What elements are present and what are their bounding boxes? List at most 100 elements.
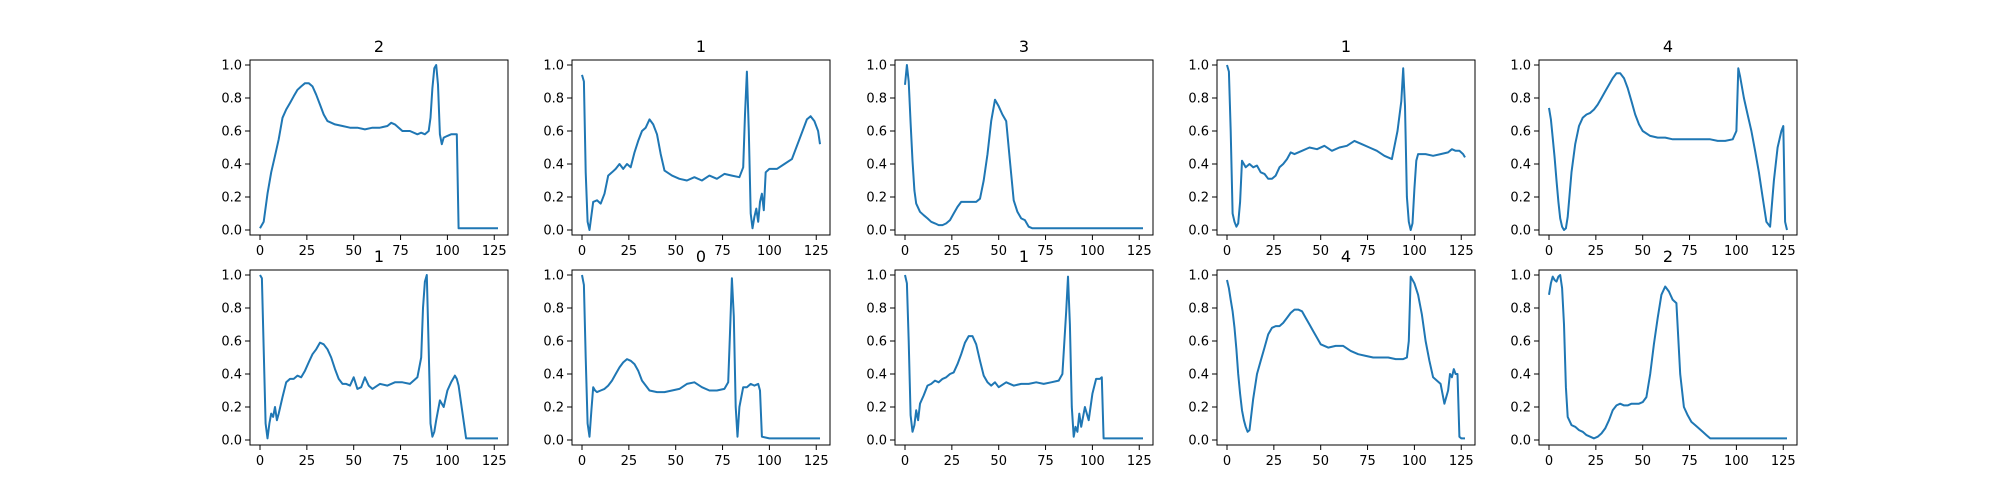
- subplot-8: 1 0 25 50 75 100 125 0.0 0.2 0.4 0.6 0.8 1.0: [866, 247, 1154, 469]
- x-tick-label: 75: [1681, 244, 1698, 259]
- y-tick-label: 0.2: [1188, 191, 1209, 206]
- axes-frame: [249, 269, 509, 446]
- y-tick-label: 0.2: [866, 401, 887, 416]
- x-tick-label: 25: [299, 244, 316, 259]
- y-tick-label: 1.0: [543, 59, 564, 74]
- x-tick-label: 25: [944, 244, 961, 259]
- x-tick-label: 125: [1449, 244, 1474, 259]
- y-tick-label: 0.4: [1510, 158, 1531, 173]
- series-line: [1548, 67, 1788, 231]
- subplot-7: 0 0 25 50 75 100 125 0.0 0.2 0.4 0.6 0.8 1.0: [543, 247, 831, 469]
- y-tick-label: 0.2: [1510, 191, 1531, 206]
- y-tick-label: 0.8: [1510, 302, 1531, 317]
- x-tick-label: 25: [1588, 244, 1605, 259]
- x-tick-label: 0: [901, 454, 909, 469]
- series-line: [1548, 274, 1787, 440]
- y-tick-label: 1.0: [1510, 269, 1531, 284]
- y-tick-label: 0.0: [543, 434, 564, 449]
- x-tick-label: 50: [1312, 244, 1329, 259]
- y-tick-label: 0.6: [221, 125, 242, 140]
- series-line: [1226, 275, 1465, 440]
- x-tick-label: 50: [990, 454, 1007, 469]
- subplot-3: 3 0 25 50 75 100 125 0.0 0.2 0.4 0.6 0.8 1.0: [866, 37, 1154, 259]
- y-tick-label: 0.0: [1510, 224, 1531, 239]
- y-tick-label: 0.8: [1510, 92, 1531, 107]
- y-tick-label: 0.2: [221, 401, 242, 416]
- x-tick-label: 0: [1223, 454, 1231, 469]
- y-tick-label: 0.6: [866, 335, 887, 350]
- y-tick-label: 0.6: [1188, 335, 1209, 350]
- x-tick-label: 0: [256, 454, 264, 469]
- y-tick-label: 0.4: [543, 368, 564, 383]
- subplot-title: 4: [1663, 37, 1673, 56]
- y-tick-label: 0.6: [1510, 335, 1531, 350]
- y-tick-label: 0.4: [543, 158, 564, 173]
- y-tick-label: 0.4: [866, 158, 887, 173]
- axes-frame: [894, 59, 1154, 236]
- y-tick-label: 0.6: [1188, 125, 1209, 140]
- x-tick-label: 50: [990, 244, 1007, 259]
- subplot-title: 1: [696, 37, 706, 56]
- y-tick-label: 0.8: [221, 302, 242, 317]
- subplot-title: 2: [1663, 247, 1673, 266]
- y-tick-label: 0.4: [221, 368, 242, 383]
- subplot-title: 1: [374, 247, 384, 266]
- x-tick-label: 100: [757, 454, 782, 469]
- y-tick-label: 0.0: [543, 224, 564, 239]
- axes-frame: [1538, 269, 1798, 446]
- x-tick-label: 75: [1359, 454, 1376, 469]
- y-tick-label: 0.0: [866, 434, 887, 449]
- x-tick-label: 75: [1037, 244, 1054, 259]
- y-tick-label: 0.2: [866, 191, 887, 206]
- x-tick-label: 0: [1223, 244, 1231, 259]
- y-tick-label: 0.0: [1188, 434, 1209, 449]
- x-tick-label: 125: [482, 244, 507, 259]
- y-tick-label: 1.0: [221, 59, 242, 74]
- series-line: [581, 70, 821, 231]
- x-tick-label: 25: [944, 454, 961, 469]
- y-tick-label: 0.8: [866, 92, 887, 107]
- series-line: [904, 64, 1143, 230]
- x-tick-label: 75: [1359, 244, 1376, 259]
- x-tick-label: 25: [299, 454, 316, 469]
- x-tick-label: 50: [1312, 454, 1329, 469]
- y-tick-label: 0.4: [1188, 158, 1209, 173]
- axes-frame: [894, 269, 1154, 446]
- series-line: [1226, 64, 1466, 231]
- x-tick-label: 125: [1449, 454, 1474, 469]
- y-tick-label: 0.2: [543, 401, 564, 416]
- x-tick-label: 100: [1402, 454, 1427, 469]
- x-tick-label: 25: [621, 244, 638, 259]
- x-tick-label: 75: [714, 244, 731, 259]
- x-tick-label: 50: [667, 454, 684, 469]
- y-tick-label: 0.0: [866, 224, 887, 239]
- x-tick-label: 125: [1771, 244, 1796, 259]
- subplot-1: 2 0 25 50 75 100 125 0.0 0.2 0.4 0.6 0.8 1.0: [221, 37, 509, 259]
- subplot-title: 3: [1019, 37, 1029, 56]
- x-tick-label: 100: [1724, 454, 1749, 469]
- x-tick-label: 0: [1545, 244, 1553, 259]
- y-tick-label: 0.0: [221, 434, 242, 449]
- series-line: [259, 274, 498, 440]
- x-tick-label: 100: [435, 244, 460, 259]
- x-tick-label: 25: [621, 454, 638, 469]
- x-tick-label: 0: [578, 454, 586, 469]
- x-tick-label: 125: [1127, 454, 1152, 469]
- y-tick-label: 0.8: [866, 302, 887, 317]
- y-tick-label: 0.2: [543, 191, 564, 206]
- x-tick-label: 25: [1266, 454, 1283, 469]
- x-tick-label: 125: [804, 454, 829, 469]
- y-tick-label: 0.8: [1188, 92, 1209, 107]
- x-tick-label: 50: [345, 244, 362, 259]
- subplot-6: 1 0 25 50 75 100 125 0.0 0.2 0.4 0.6 0.8 1.0: [221, 247, 509, 469]
- y-tick-label: 1.0: [866, 269, 887, 284]
- y-tick-label: 0.2: [1510, 401, 1531, 416]
- y-tick-label: 0.8: [1188, 302, 1209, 317]
- y-tick-label: 0.0: [1188, 224, 1209, 239]
- axes-frame: [1216, 59, 1476, 236]
- y-tick-label: 0.4: [221, 158, 242, 173]
- y-tick-label: 0.2: [1188, 401, 1209, 416]
- y-tick-label: 1.0: [1510, 59, 1531, 74]
- x-tick-label: 50: [667, 244, 684, 259]
